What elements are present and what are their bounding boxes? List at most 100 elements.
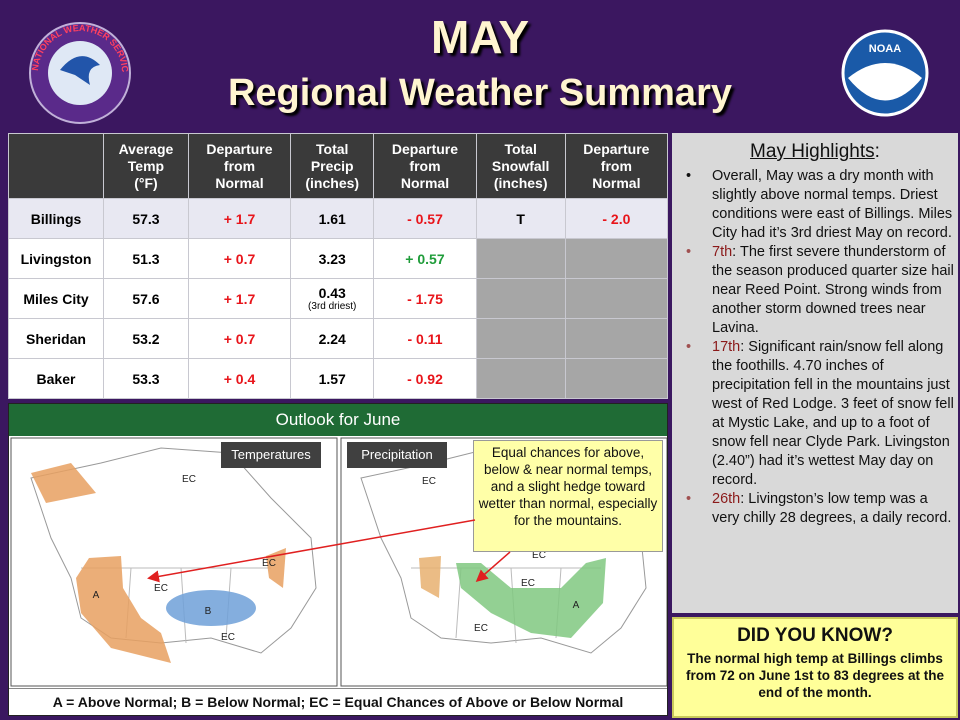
cell-value: 57.6 bbox=[132, 290, 160, 307]
map-mark: EC bbox=[532, 550, 546, 561]
map-label-bg bbox=[347, 442, 447, 468]
day: 26th bbox=[712, 491, 741, 507]
row: Sheridan 53.2 + 0.7 2.24 - 0.11 bbox=[8, 318, 669, 359]
land-outline bbox=[30, 447, 317, 654]
cell-value: - 2.0 bbox=[602, 210, 631, 227]
noaa-logo: NOAA bbox=[841, 29, 929, 117]
header-line: from bbox=[600, 157, 632, 174]
header-line: Departure bbox=[391, 140, 459, 157]
highlight: 26th: Livingston’s low temp was a very c… bbox=[684, 490, 958, 528]
header-line: Total bbox=[316, 140, 349, 157]
station: Billings bbox=[8, 198, 104, 239]
map-mark: EC bbox=[221, 632, 235, 643]
cell: 53.2 bbox=[103, 318, 189, 359]
station: Baker bbox=[8, 358, 104, 399]
cell-value: 1.57 bbox=[318, 370, 346, 387]
empty-cell bbox=[475, 278, 566, 319]
cell: 3.23 bbox=[290, 238, 375, 279]
column-header: Average Temp (°F) bbox=[103, 133, 189, 199]
column-header: Total Precip (inches) bbox=[290, 133, 375, 199]
header-row: Average Temp (°F) Departure from Normal Total P… bbox=[8, 133, 669, 199]
station: Sheridan bbox=[8, 318, 104, 359]
header-line: from bbox=[409, 157, 441, 174]
noaa-text: NOAA bbox=[869, 43, 901, 55]
empty-cell bbox=[564, 318, 669, 359]
header-line: (inches) bbox=[493, 174, 548, 191]
header-line: (°F) bbox=[134, 174, 158, 191]
cell: 1.57 bbox=[290, 358, 375, 399]
cell: 57.6 bbox=[103, 278, 189, 319]
dyk-text: The normal high temp at Billings climbs … bbox=[685, 651, 945, 700]
map-mark: EC bbox=[262, 558, 276, 569]
cell-value: 51.3 bbox=[132, 250, 160, 267]
cell-value: - 0.57 bbox=[407, 210, 443, 227]
header-line: Average bbox=[118, 140, 174, 157]
empty-cell bbox=[475, 238, 566, 279]
cell-value: 3.23 bbox=[318, 250, 346, 267]
cell: + 0.7 bbox=[187, 238, 292, 279]
map-mark: EC bbox=[422, 476, 436, 487]
column-header: Departure from Normal bbox=[187, 133, 292, 199]
map-label-bg bbox=[221, 442, 321, 468]
header-line: Normal bbox=[400, 174, 450, 191]
map-mark: EC bbox=[154, 583, 168, 594]
above-area bbox=[76, 556, 171, 663]
map-mark: A bbox=[573, 600, 580, 611]
cell: 51.3 bbox=[103, 238, 189, 279]
highlights-title: May Highlights bbox=[750, 141, 875, 162]
cell: - 1.75 bbox=[373, 278, 477, 319]
cell-value: 2.24 bbox=[318, 330, 346, 347]
above-area bbox=[31, 463, 96, 503]
map-label: Precipitation bbox=[361, 447, 433, 462]
cell: 0.43 (3rd driest) bbox=[290, 278, 375, 319]
cell: - 0.57 bbox=[373, 198, 477, 239]
cell-value: 53.2 bbox=[132, 330, 160, 347]
row: Baker 53.3 + 0.4 1.57 - 0.92 bbox=[8, 358, 669, 399]
cell-value: - 0.11 bbox=[407, 330, 443, 347]
highlight: 17th: Significant rain/snow fell along t… bbox=[684, 338, 958, 490]
empty-cell bbox=[475, 318, 566, 359]
highlight: 7th: The first severe thunderstorm of th… bbox=[684, 243, 958, 338]
map-label: Temperatures bbox=[231, 447, 311, 462]
cell-value: - 0.92 bbox=[407, 370, 443, 387]
row: Billings 57.3 + 1.7 1.61 - 0.57 T - 2.0 bbox=[8, 198, 669, 239]
cell: 1.61 bbox=[290, 198, 375, 239]
summary-table: Average Temp (°F) Departure from Normal Total P… bbox=[8, 133, 669, 399]
day: 7th bbox=[712, 244, 733, 260]
map-mark: A bbox=[93, 590, 100, 601]
map-mark: B bbox=[205, 606, 212, 617]
did-you-know: DID YOU KNOW? The normal high temp at Bi… bbox=[672, 617, 958, 718]
highlights-colon: : bbox=[874, 141, 880, 162]
header-line: (inches) bbox=[305, 174, 360, 191]
cell-value: 57.3 bbox=[132, 210, 160, 227]
station: Livingston bbox=[8, 238, 104, 279]
map-mark: EC bbox=[521, 578, 535, 589]
column-header: Total Snowfall (inches) bbox=[475, 133, 566, 199]
highlight-text: : Significant rain/snow fell along the f… bbox=[712, 339, 954, 488]
empty-cell bbox=[564, 238, 669, 279]
cell-value: + 1.7 bbox=[223, 290, 256, 307]
cell: 57.3 bbox=[103, 198, 189, 239]
map-mark: EC bbox=[474, 623, 488, 634]
header-line: Departure bbox=[206, 140, 273, 157]
row: Miles City 57.6 + 1.7 0.43 (3rd driest) - 1.7… bbox=[8, 278, 669, 319]
header-line: Normal bbox=[215, 174, 264, 191]
header-line: Normal bbox=[592, 174, 641, 191]
outlook-title: Outlook for June bbox=[9, 404, 667, 436]
header-line: Total bbox=[504, 140, 537, 157]
row: Livingston 51.3 + 0.7 3.23 + 0.57 bbox=[8, 238, 669, 279]
cell-value: T bbox=[516, 210, 525, 227]
dyk-title: DID YOU KNOW? bbox=[737, 625, 893, 646]
corner-cell bbox=[8, 133, 104, 199]
header-line: Precip bbox=[310, 157, 354, 174]
header-line: Temp bbox=[127, 157, 165, 174]
cell-value: + 0.7 bbox=[223, 250, 256, 267]
cell: T bbox=[475, 198, 566, 239]
cell: + 0.7 bbox=[187, 318, 292, 359]
cell-value: + 0.7 bbox=[223, 330, 256, 347]
header-line: Snowfall bbox=[491, 157, 550, 174]
empty-cell bbox=[564, 358, 669, 399]
cell-value: - 1.75 bbox=[407, 290, 443, 307]
cell-value: 0.43 bbox=[318, 285, 346, 301]
